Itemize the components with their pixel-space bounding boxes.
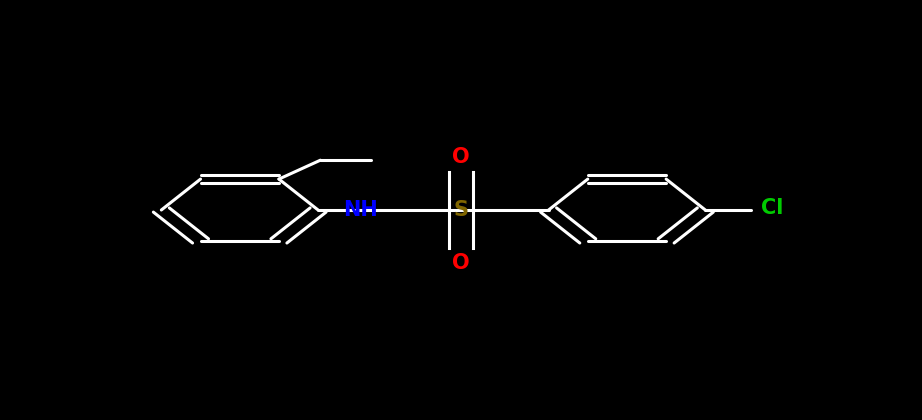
- Text: NH: NH: [343, 200, 378, 220]
- Text: O: O: [452, 253, 470, 273]
- Text: S: S: [454, 200, 468, 220]
- Text: O: O: [452, 147, 470, 167]
- Text: Cl: Cl: [761, 198, 783, 218]
